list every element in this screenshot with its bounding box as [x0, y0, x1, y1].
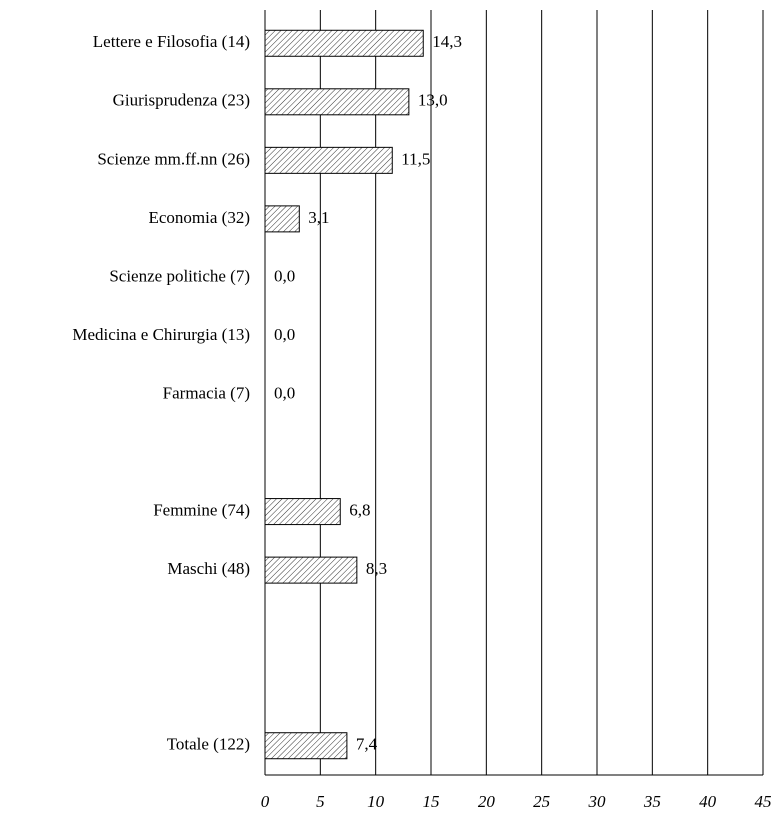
y-tick-label: Farmacia (7) — [163, 383, 250, 402]
value-label: 0,0 — [274, 383, 295, 402]
bar — [264, 205, 300, 233]
bar — [264, 88, 410, 116]
bar — [264, 146, 393, 174]
x-tick-label: 35 — [643, 792, 661, 811]
value-label: 0,0 — [274, 325, 295, 344]
value-label: 11,5 — [401, 149, 430, 168]
y-tick-label: Totale (122) — [167, 735, 250, 754]
value-label: 13,0 — [418, 91, 448, 110]
x-tick-label: 40 — [699, 792, 717, 811]
x-tick-label: 0 — [261, 792, 270, 811]
x-tick-label: 25 — [533, 792, 550, 811]
x-tick-label: 45 — [755, 792, 772, 811]
x-tick-label: 5 — [316, 792, 325, 811]
y-tick-label: Scienze mm.ff.nn (26) — [97, 149, 250, 168]
value-label: 8,3 — [366, 559, 387, 578]
value-label: 14,3 — [432, 32, 462, 51]
value-label: 3,1 — [308, 208, 329, 227]
bar — [264, 498, 341, 526]
x-tick-label: 30 — [588, 792, 607, 811]
x-tick-label: 10 — [367, 792, 385, 811]
y-tick-label: Femmine (74) — [153, 500, 250, 519]
y-tick-label: Lettere e Filosofia (14) — [93, 32, 250, 51]
bar — [264, 29, 424, 57]
y-tick-label: Giurisprudenza (23) — [113, 91, 250, 110]
value-label: 7,4 — [356, 735, 378, 754]
y-tick-label: Scienze politiche (7) — [109, 266, 250, 285]
y-tick-label: Maschi (48) — [167, 559, 250, 578]
value-label: 6,8 — [349, 500, 370, 519]
x-tick-label: 20 — [478, 792, 496, 811]
bar — [264, 732, 348, 760]
x-tick-label: 15 — [423, 792, 440, 811]
y-tick-label: Economia (32) — [149, 208, 251, 227]
y-tick-label: Medicina e Chirurgia (13) — [72, 325, 250, 344]
value-label: 0,0 — [274, 266, 295, 285]
bar — [264, 556, 358, 584]
